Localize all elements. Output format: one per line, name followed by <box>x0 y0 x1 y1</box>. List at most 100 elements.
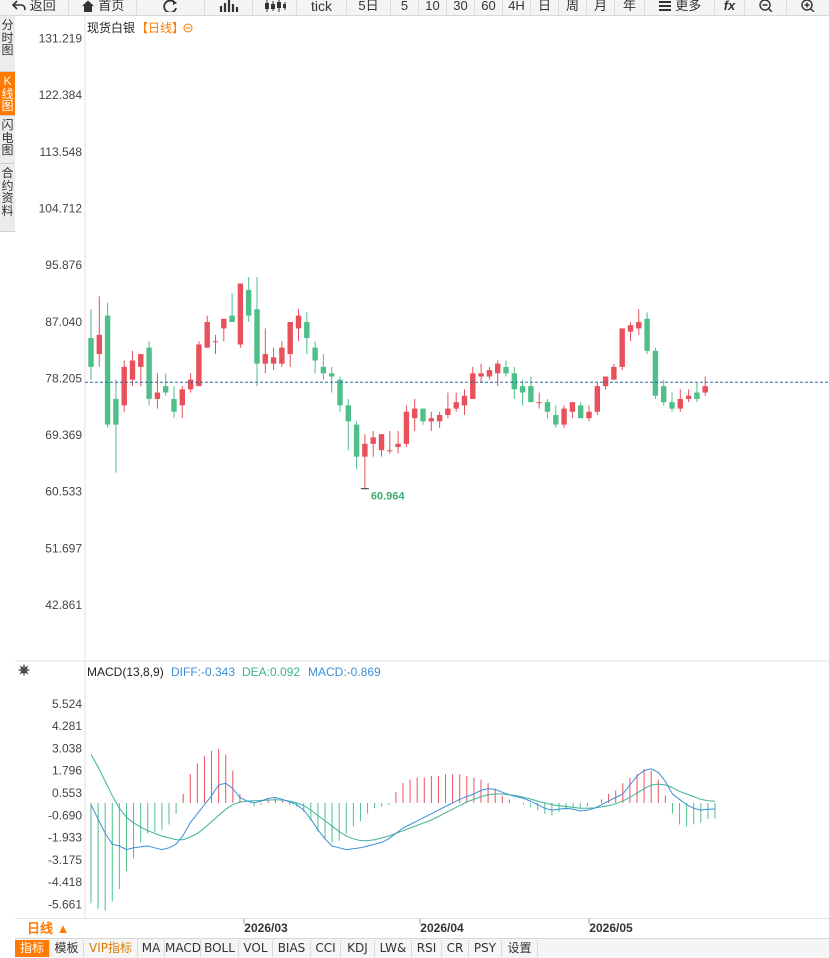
period-tag: 【日线】 <box>136 21 184 35</box>
candle-body <box>295 315 302 329</box>
indicator-tab[interactable]: LW& <box>375 940 412 957</box>
candle-body <box>519 386 526 393</box>
zoom-in-button[interactable] <box>786 0 829 16</box>
candle-body <box>304 322 310 339</box>
period-4h[interactable]: 4H <box>502 0 530 16</box>
price-tick-label: 95.876 <box>45 258 82 272</box>
refresh-button[interactable] <box>136 0 204 16</box>
macd-tick-label: -5.661 <box>48 898 82 912</box>
period-5day[interactable]: 5日 <box>346 0 390 16</box>
candle <box>586 405 592 422</box>
indicator-tab[interactable]: 模板 <box>50 940 84 957</box>
candle <box>212 334 219 355</box>
tab-timeshare[interactable]: 分时图 <box>0 16 15 72</box>
refresh-icon <box>162 0 177 14</box>
period-30min[interactable]: 30 <box>446 0 474 16</box>
tab-flash[interactable]: 闪电图 <box>0 116 15 164</box>
indicator-tab[interactable]: 指标 <box>15 940 50 957</box>
tab-contract-info[interactable]: 合约资料 <box>0 164 15 232</box>
price-tick-label: 78.205 <box>45 371 82 385</box>
period-day[interactable]: 日 <box>530 0 558 16</box>
zoom-out-icon <box>758 0 772 13</box>
indicator-tab[interactable]: RSI <box>412 940 442 957</box>
tab-kline[interactable]: K线图 <box>0 72 15 116</box>
candle <box>113 379 119 473</box>
candle <box>528 376 534 403</box>
candle-body <box>129 360 136 380</box>
indicator-tab[interactable]: MA <box>138 940 165 957</box>
macd-tick-label: 1.796 <box>52 764 82 778</box>
price-tick-label: 60.533 <box>45 485 82 499</box>
indicator-tab[interactable]: CR <box>442 940 469 957</box>
indicator-tab[interactable]: 设置 <box>502 940 538 957</box>
back-arrow-icon <box>12 0 26 11</box>
period-selector[interactable]: 日线 ▲ <box>15 920 75 938</box>
candle-body <box>279 347 285 364</box>
candle <box>602 376 609 390</box>
candle-body <box>611 366 617 380</box>
more-button[interactable]: 更多 <box>644 0 714 16</box>
price-tick-label: 42.861 <box>45 598 82 612</box>
indicator-tab[interactable]: VIP指标 <box>84 940 138 957</box>
indicator-tab[interactable]: BIAS <box>273 940 311 957</box>
period-5min[interactable]: 5 <box>390 0 418 16</box>
back-button[interactable]: 返回 <box>0 0 68 16</box>
candle-body <box>685 395 692 399</box>
candle <box>146 341 152 406</box>
toolbar: 返回 首页 tick 5日 5 10 30 60 4H 日 周 月 年 更多 f… <box>0 0 829 16</box>
candle <box>295 309 302 342</box>
period-week[interactable]: 周 <box>558 0 586 16</box>
candle <box>486 366 493 380</box>
candle <box>154 373 161 409</box>
period-10min[interactable]: 10 <box>418 0 446 16</box>
candle <box>229 293 235 323</box>
candle-body <box>652 350 659 396</box>
candle <box>163 373 169 396</box>
zoom-out-button[interactable] <box>744 0 786 16</box>
candle-body <box>544 402 551 412</box>
formula-button[interactable]: fx <box>714 0 744 16</box>
candle <box>96 296 102 367</box>
candle-body <box>395 443 401 448</box>
candle <box>569 402 576 419</box>
home-button[interactable]: 首页 <box>68 0 136 16</box>
candle-body <box>445 408 451 415</box>
indicator-tab[interactable]: BOLL <box>201 940 239 957</box>
candle <box>262 328 268 374</box>
period-month[interactable]: 月 <box>586 0 614 16</box>
candle <box>246 277 252 323</box>
indicator-tab[interactable]: KDJ <box>341 940 375 957</box>
candle <box>138 354 144 387</box>
candle <box>370 431 376 457</box>
macd-tick-label: 4.281 <box>52 719 82 733</box>
candle <box>594 382 600 415</box>
indicator-tab[interactable]: VOL <box>239 940 273 957</box>
candle <box>387 431 393 454</box>
period-60min[interactable]: 60 <box>474 0 502 16</box>
candle-body <box>113 398 119 425</box>
candle <box>694 382 700 403</box>
indicator-tab[interactable]: MACD <box>165 940 201 957</box>
candle-body <box>154 392 161 399</box>
menu-icon <box>658 1 671 11</box>
candle-body <box>561 408 567 425</box>
dea-line <box>90 754 716 842</box>
indicator-tab[interactable]: CCI <box>311 940 341 957</box>
tick-button[interactable]: tick <box>296 0 346 16</box>
kline-style-button[interactable] <box>204 0 252 16</box>
candle-body <box>138 354 144 367</box>
candle-body <box>569 402 576 412</box>
candle-body <box>619 328 625 367</box>
candle-body <box>486 370 493 377</box>
period-year[interactable]: 年 <box>614 0 644 16</box>
candle-body <box>378 434 385 451</box>
candle <box>345 398 351 451</box>
candle <box>420 408 426 425</box>
fx-icon: fx <box>723 0 736 13</box>
indicator-tab[interactable]: PSY <box>469 940 502 957</box>
candle-body <box>536 402 542 404</box>
candle-body <box>96 334 102 355</box>
candle-body <box>594 386 600 412</box>
price-tick-label: 104.712 <box>39 201 83 215</box>
candle-style-button[interactable] <box>252 0 296 16</box>
